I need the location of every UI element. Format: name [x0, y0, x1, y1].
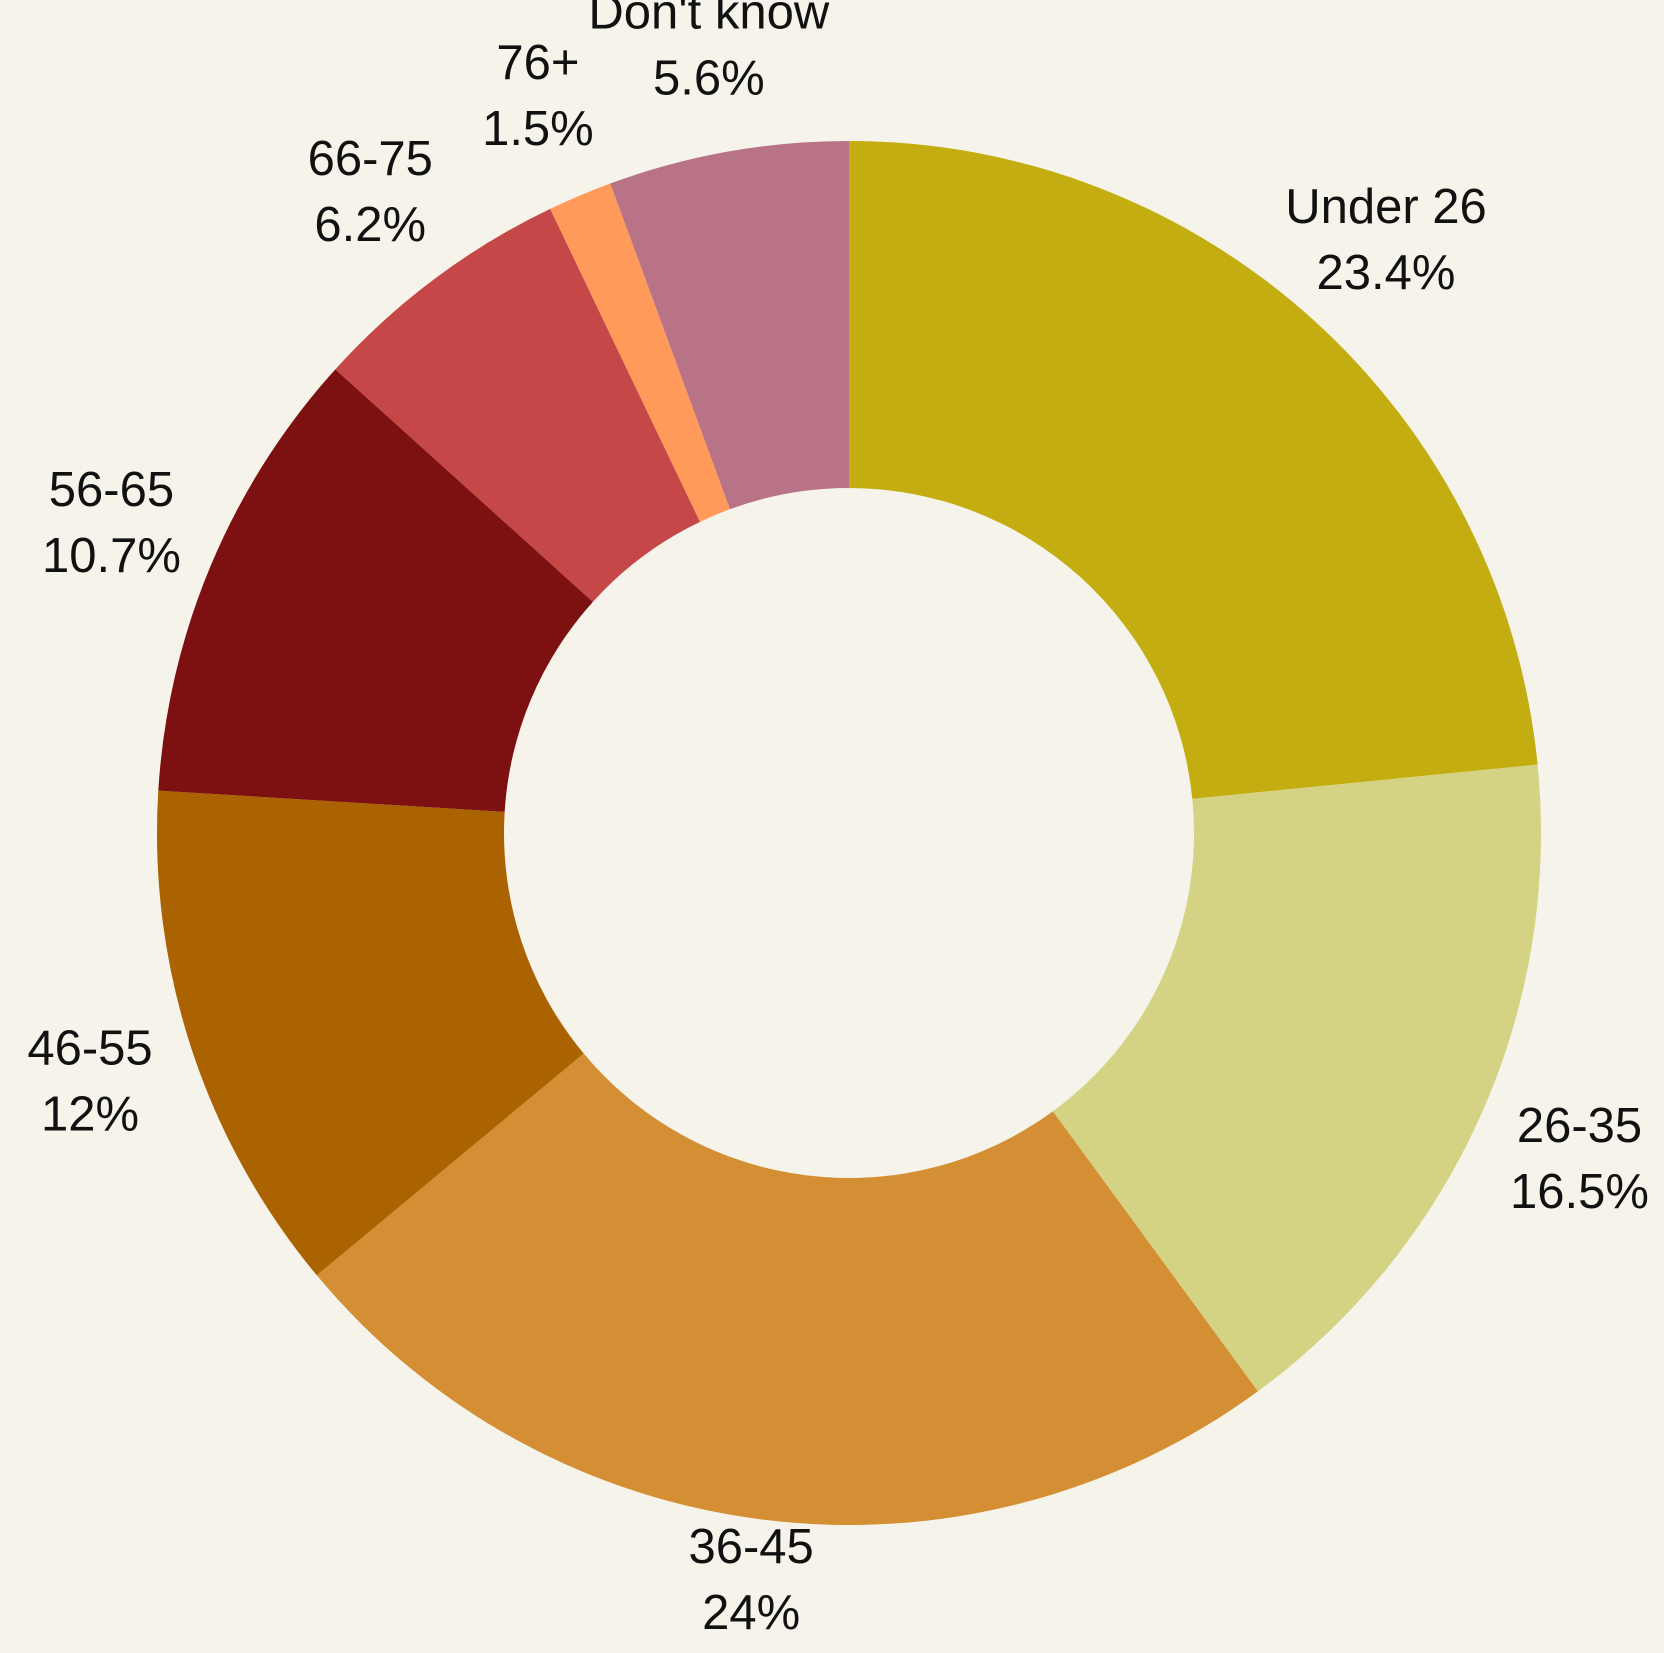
slice-value-label: 1.5%	[482, 102, 594, 156]
donut-slice	[1052, 764, 1541, 1392]
slice-label: 56-65	[49, 463, 174, 517]
donut-slice	[849, 141, 1538, 799]
slice-label: Under 26	[1285, 180, 1487, 234]
slice-value-label: 24%	[702, 1586, 800, 1640]
slice-label: 36-45	[688, 1520, 813, 1574]
slice-label: 76+	[496, 36, 579, 90]
donut-slice	[157, 790, 584, 1276]
donut-slice	[158, 369, 593, 812]
slice-value-label: 12%	[41, 1088, 139, 1142]
slice-value-label: 10.7%	[42, 529, 181, 583]
slice-label: 66-75	[308, 132, 433, 186]
donut-slice	[550, 183, 730, 522]
slice-value-label: 6.2%	[314, 198, 426, 252]
slice-value-label: 23.4%	[1317, 246, 1456, 300]
slice-label: 26-35	[1517, 1099, 1642, 1153]
slice-label: Don't know	[588, 0, 829, 39]
donut-slice	[335, 208, 701, 602]
donut-slice	[610, 141, 849, 510]
slice-label: 46-55	[27, 1022, 152, 1076]
slice-value-label: 5.6%	[653, 51, 765, 105]
slice-value-label: 16.5%	[1510, 1165, 1649, 1219]
donut-slice	[316, 1053, 1258, 1525]
